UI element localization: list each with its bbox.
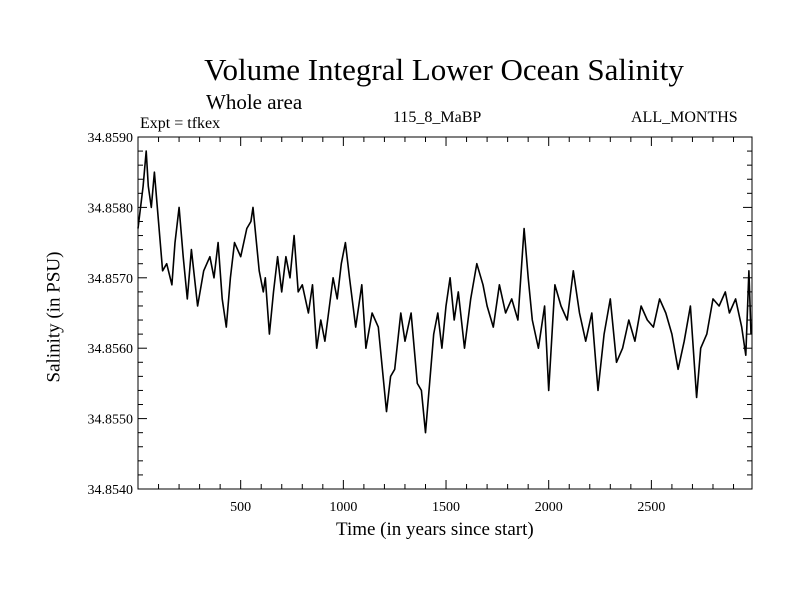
x-tick-label: 1000 <box>329 500 357 515</box>
chart-title: Volume Integral Lower Ocean Salinity <box>204 52 684 87</box>
x-tick-label: 500 <box>230 500 251 515</box>
months-label: ALL_MONTHS <box>631 109 738 126</box>
y-tick-label: 34.8560 <box>88 342 134 357</box>
chart-subtitle: Whole area <box>206 90 303 114</box>
y-tick-label: 34.8580 <box>88 201 134 216</box>
x-tick-label: 1500 <box>432 500 460 515</box>
x-tick-label: 2500 <box>637 500 665 515</box>
axis-ticks <box>138 137 752 489</box>
axis-tick-labels: 500 1000 1500 2000 2500 34.8540 34.8550 34.8560… <box>88 131 666 515</box>
x-tick-label: 2000 <box>535 500 563 515</box>
y-tick-label: 34.8550 <box>88 413 134 428</box>
plot-frame <box>137 136 753 490</box>
salinity-series-line <box>137 150 752 434</box>
y-tick-label: 34.8540 <box>88 483 134 498</box>
y-tick-label: 34.8570 <box>88 272 134 287</box>
x-axis-label: Time (in years since start) <box>336 519 534 540</box>
period-label: 115_8_MaBP <box>393 109 482 126</box>
y-tick-label: 34.8590 <box>88 131 134 146</box>
experiment-label: Expt = tfkex <box>140 115 221 132</box>
